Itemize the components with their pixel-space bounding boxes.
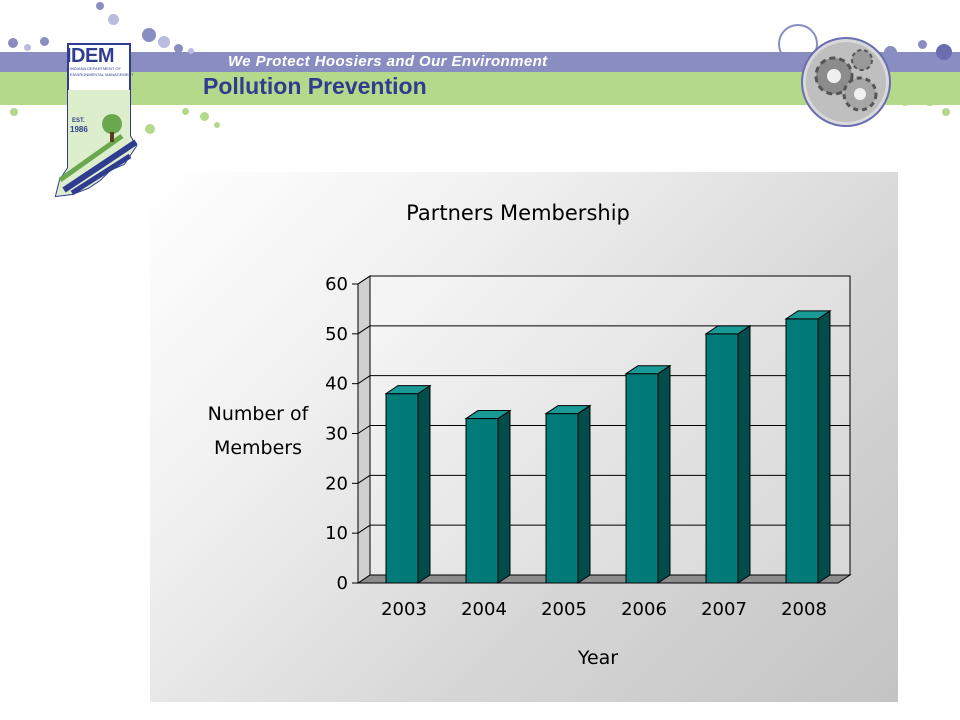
gridline-depth bbox=[357, 474, 371, 484]
y-axis-label: Members bbox=[214, 437, 302, 459]
x-tick-label: 2008 bbox=[781, 599, 827, 620]
bar-side bbox=[417, 384, 431, 584]
y-tick-label: 10 bbox=[325, 523, 348, 544]
decor-dot bbox=[108, 14, 119, 25]
decor-dot bbox=[174, 44, 183, 53]
chart-title: Partners Membership bbox=[406, 201, 630, 225]
gridline-depth bbox=[357, 275, 371, 285]
bar bbox=[705, 333, 739, 584]
bar-side bbox=[497, 409, 511, 584]
idem-logo: INDIANA DEPARTMENT OF ENVIRONMENTAL MANA… bbox=[54, 43, 138, 198]
gridline-depth bbox=[357, 375, 371, 385]
x-tick-label: 2006 bbox=[621, 599, 667, 620]
bar-side bbox=[817, 309, 831, 584]
header-tagline: We Protect Hoosiers and Our Environment bbox=[228, 53, 548, 70]
gridline-depth bbox=[357, 524, 371, 534]
section-title: Pollution Prevention bbox=[203, 73, 427, 99]
decor-dot bbox=[200, 112, 209, 121]
y-tick-label: 0 bbox=[337, 573, 348, 594]
y-tick-label: 50 bbox=[325, 324, 348, 345]
bar-top bbox=[704, 325, 752, 335]
y-tick-label: 40 bbox=[325, 374, 348, 395]
bar bbox=[545, 413, 579, 584]
y-tick-label: 30 bbox=[325, 424, 348, 445]
bar-chart: Partners Membership Number of Members Ye… bbox=[208, 201, 852, 669]
bar-top bbox=[784, 310, 832, 320]
x-tick-label: 2004 bbox=[461, 599, 507, 620]
decor-dot bbox=[918, 40, 927, 49]
decor-dot bbox=[922, 90, 938, 106]
decor-dot bbox=[145, 124, 155, 134]
decor-dot bbox=[96, 2, 104, 10]
decor-dot bbox=[142, 28, 156, 42]
header-green-band bbox=[0, 72, 960, 105]
decor-dot bbox=[884, 46, 897, 59]
logo-est-label: EST. bbox=[72, 118, 85, 124]
x-axis-label: Year bbox=[577, 647, 618, 669]
gridline-depth bbox=[357, 325, 371, 335]
decor-dot bbox=[24, 44, 31, 51]
header-purple-band bbox=[0, 52, 960, 72]
bar-side bbox=[737, 324, 751, 584]
bar-side bbox=[577, 404, 591, 584]
decor-dot bbox=[936, 44, 952, 60]
x-tick-label: 2005 bbox=[541, 599, 587, 620]
plot-area: 0 10 20 30 40 50 60 2003 2004 2005 2006 2007 2008 bbox=[325, 274, 852, 620]
logo-subtitle: ENVIRONMENTAL MANAGEMENT bbox=[70, 72, 134, 77]
plot-floor bbox=[356, 574, 852, 584]
logo-est-year: 1986 bbox=[70, 125, 88, 134]
bar-top bbox=[464, 410, 512, 420]
decor-dot bbox=[214, 122, 220, 128]
bar bbox=[385, 393, 419, 584]
bar-top bbox=[384, 385, 432, 395]
decor-dot bbox=[778, 24, 818, 64]
decor-dot bbox=[188, 48, 194, 54]
y-tick-label: 60 bbox=[325, 274, 348, 295]
decor-dot bbox=[900, 96, 910, 106]
y-axis-label: Number of bbox=[208, 403, 310, 425]
decor-dot bbox=[40, 37, 49, 46]
x-tick-label: 2007 bbox=[701, 599, 747, 620]
decor-dot bbox=[158, 36, 170, 48]
chart-panel: Partners Membership Number of Members Ye… bbox=[150, 172, 898, 702]
bar bbox=[785, 318, 819, 584]
bar-side bbox=[657, 364, 671, 584]
logo-wordmark: IDEM bbox=[66, 45, 115, 67]
bar-top bbox=[544, 405, 592, 415]
y-tick-label: 20 bbox=[325, 473, 348, 494]
decor-dot bbox=[10, 108, 18, 116]
bar bbox=[625, 373, 659, 584]
bar bbox=[465, 418, 499, 584]
decor-dot bbox=[8, 38, 18, 48]
slide-header: We Protect Hoosiers and Our Environment … bbox=[0, 0, 960, 198]
x-tick-label: 2003 bbox=[381, 599, 427, 620]
decor-dot bbox=[942, 108, 950, 116]
bar-top bbox=[624, 365, 672, 375]
logo-subtitle: INDIANA DEPARTMENT OF bbox=[70, 66, 121, 71]
decor-dot bbox=[182, 108, 189, 115]
gridline-depth bbox=[357, 425, 371, 434]
gear-badge-icon bbox=[801, 37, 891, 127]
